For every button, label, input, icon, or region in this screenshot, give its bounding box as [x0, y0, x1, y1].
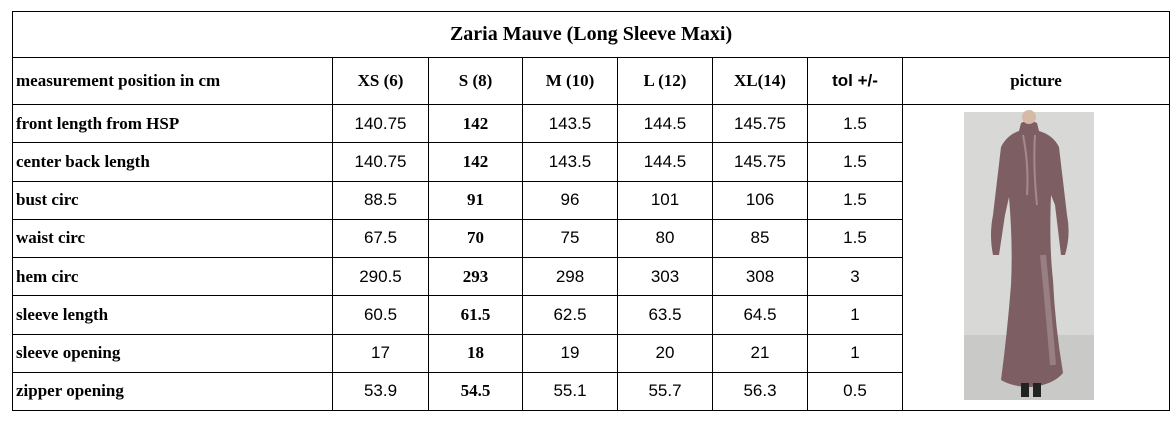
row-label: zipper opening — [12, 371, 333, 412]
data-row: bust circ 88.5 91 96 101 106 1.5 — [12, 180, 1170, 220]
cell-value: 142 — [428, 103, 523, 144]
cell-value: 88.5 — [332, 180, 429, 220]
cell-value: 19 — [522, 333, 618, 373]
data-row: front length from HSP 140.75 142 143.5 144.5… — [12, 103, 1170, 411]
cell-value: 293 — [428, 256, 523, 297]
cell-value: 145.75 — [712, 103, 808, 144]
cell-value: 21 — [712, 333, 808, 373]
cell-value: 18 — [428, 333, 523, 373]
data-row: center back length 140.75 142 143.5 144.5 145… — [12, 142, 1170, 182]
cell-value: 54.5 — [428, 371, 523, 412]
cell-value: 3 — [807, 256, 903, 297]
header-cell: XS (6) — [332, 57, 429, 105]
cell-value: 1.5 — [807, 103, 903, 144]
cell-value: 1.5 — [807, 142, 903, 182]
size-chart: Zaria Mauve (Long Sleeve Maxi) measuremen… — [11, 11, 1170, 412]
cell-value: 17 — [332, 333, 429, 373]
cell-value: 67.5 — [332, 218, 429, 259]
cell-value: 20 — [617, 333, 713, 373]
size-table: Zaria Mauve (Long Sleeve Maxi) measuremen… — [11, 11, 1170, 412]
row-label: sleeve opening — [12, 333, 333, 373]
title-row: Zaria Mauve (Long Sleeve Maxi) — [11, 11, 1170, 58]
product-photo — [964, 110, 1094, 400]
data-row: sleeve opening 17 18 19 20 21 1 — [12, 333, 1170, 373]
cell-value: 96 — [522, 180, 618, 220]
cell-value: 70 — [428, 218, 523, 259]
cell-value: 303 — [617, 256, 713, 297]
cell-value: 142 — [428, 142, 523, 182]
table-title: Zaria Mauve (Long Sleeve Maxi) — [11, 11, 1170, 58]
cell-value: 61.5 — [428, 295, 523, 335]
cell-value: 140.75 — [332, 142, 429, 182]
header-cell: picture — [901, 57, 1170, 105]
cell-value: 56.3 — [712, 371, 808, 412]
data-row: hem circ 290.5 293 298 303 308 3 — [12, 256, 1170, 297]
data-row: zipper opening 53.9 54.5 55.1 55.7 56.3 0.5 — [12, 371, 1170, 412]
header-cell: S (8) — [428, 57, 523, 105]
cell-value: 101 — [617, 180, 713, 220]
row-label: waist circ — [12, 218, 333, 259]
row-label: hem circ — [12, 256, 333, 297]
cell-value: 60.5 — [332, 295, 429, 335]
data-row: waist circ 67.5 70 75 80 85 1.5 — [12, 218, 1170, 259]
cell-value: 145.75 — [712, 142, 808, 182]
header-cell: XL(14) — [712, 57, 808, 105]
cell-value: 1 — [807, 295, 903, 335]
cell-value: 53.9 — [332, 371, 429, 412]
cell-value: 290.5 — [332, 256, 429, 297]
header-cell: M (10) — [522, 57, 618, 105]
header-cell: measurement position in cm — [12, 57, 333, 105]
cell-value: 143.5 — [522, 142, 618, 182]
cell-value: 308 — [712, 256, 808, 297]
cell-value: 80 — [617, 218, 713, 259]
cell-value: 85 — [712, 218, 808, 259]
cell-value: 55.1 — [522, 371, 618, 412]
cell-value: 1.5 — [807, 180, 903, 220]
cell-value: 75 — [522, 218, 618, 259]
cell-value: 144.5 — [617, 142, 713, 182]
cell-value: 0.5 — [807, 371, 903, 412]
row-label: front length from HSP — [12, 103, 333, 144]
row-label: center back length — [12, 142, 333, 182]
table-body: Zaria Mauve (Long Sleeve Maxi) measuremen… — [11, 11, 1170, 412]
cell-value: 1 — [807, 333, 903, 373]
header-row: measurement position in cm XS (6) S (8) M (… — [12, 57, 1170, 105]
cell-value: 91 — [428, 180, 523, 220]
cell-value: 64.5 — [712, 295, 808, 335]
cell-value: 298 — [522, 256, 618, 297]
cell-value: 55.7 — [617, 371, 713, 412]
cell-value: 106 — [712, 180, 808, 220]
cell-value: 63.5 — [617, 295, 713, 335]
header-cell: tol +/- — [807, 57, 903, 105]
cell-value: 143.5 — [522, 103, 618, 144]
row-label: sleeve length — [12, 295, 333, 335]
cell-value: 62.5 — [522, 295, 618, 335]
cell-value: 140.75 — [332, 103, 429, 144]
cell-value: 144.5 — [617, 103, 713, 144]
picture-cell — [901, 104, 1170, 411]
header-cell: L (12) — [617, 57, 713, 105]
row-label: bust circ — [12, 180, 333, 220]
cell-value: 1.5 — [807, 218, 903, 259]
